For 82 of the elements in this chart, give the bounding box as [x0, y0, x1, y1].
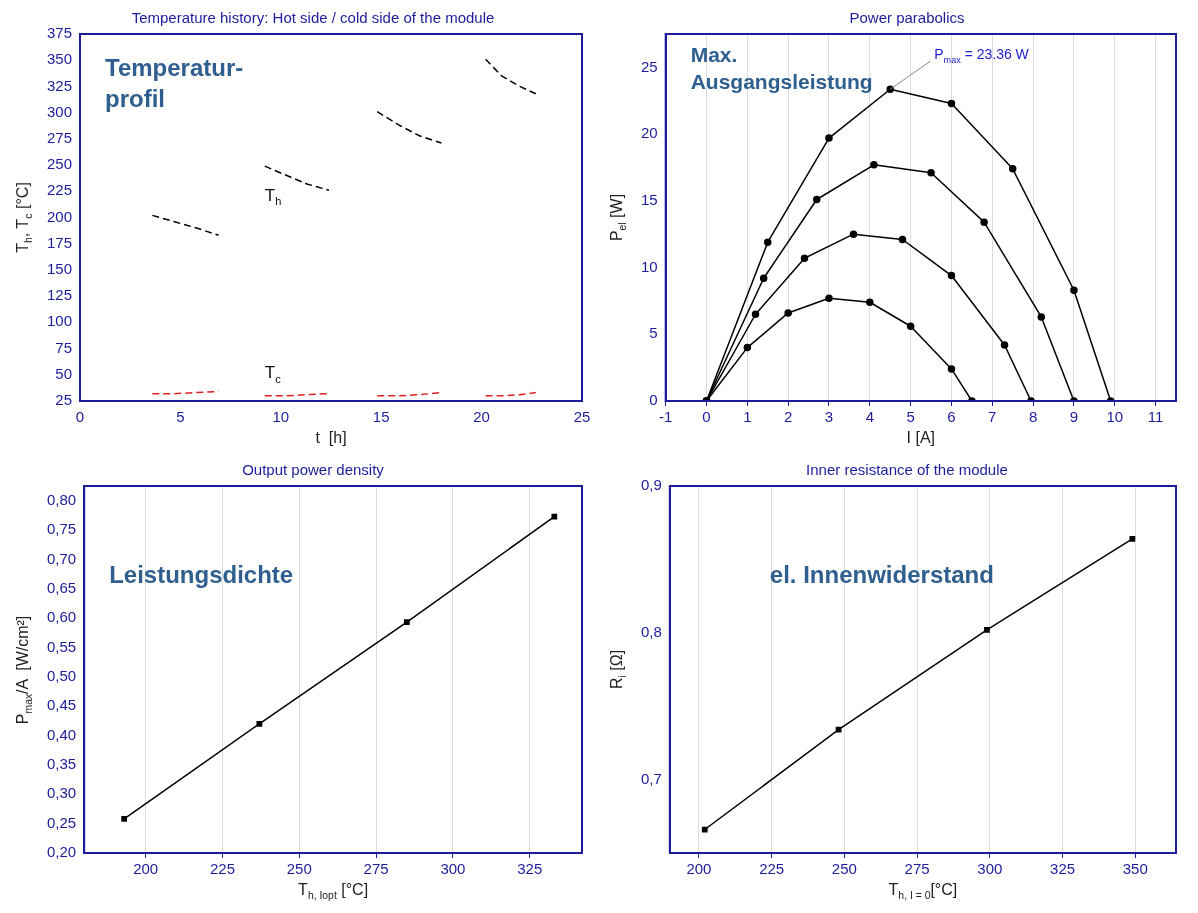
x-tick-label: 0 — [702, 408, 711, 426]
x-tick-label: 200 — [133, 860, 159, 878]
y-tick-label: 0,35 — [46, 755, 77, 773]
chart-title: Output power density — [242, 461, 385, 479]
y-tick-label: 25 — [641, 57, 658, 75]
y-tick-label: 125 — [47, 286, 73, 304]
x-tick-label: 7 — [988, 408, 997, 426]
x-tick-label: 250 — [831, 860, 857, 878]
y-tick-label: 0,8 — [640, 622, 662, 640]
y-tick-label: 0,55 — [46, 637, 77, 655]
annotation: el. Innenwiderstand — [769, 560, 994, 588]
x-tick-label: 10 — [272, 408, 290, 426]
x-tick-label: 5 — [176, 408, 185, 426]
x-tick-label: 8 — [1028, 408, 1038, 426]
annotation: Leistungsdichte — [109, 560, 294, 588]
x-tick-label: 4 — [865, 408, 874, 426]
y-tick-label: 15 — [641, 190, 658, 208]
y-tick-label: 350 — [47, 50, 73, 68]
x-tick-label: 5 — [906, 408, 915, 426]
y-tick-label: 225 — [47, 181, 73, 199]
x-tick-label: 20 — [473, 408, 490, 426]
y-tick-label: 0 — [649, 391, 658, 409]
y-tick-label: 25 — [55, 391, 73, 409]
y-tick-label: 100 — [47, 312, 73, 330]
x-tick-label: 200 — [686, 860, 712, 878]
x-tick-label: 325 — [517, 860, 543, 878]
y-tick-label: 75 — [55, 338, 73, 356]
y-tick-label: 375 — [47, 24, 73, 42]
x-tick-label: 15 — [372, 408, 390, 426]
y-tick-label: 50 — [55, 364, 73, 382]
y-tick-label: 150 — [47, 260, 73, 278]
x-tick-label: 250 — [286, 860, 312, 878]
chart-title: Temperature history: Hot side / cold side of the module — [131, 9, 495, 27]
y-tick-label: 175 — [47, 233, 73, 251]
y-tick-label: 0,7 — [640, 769, 662, 787]
y-tick-label: 0,20 — [46, 843, 77, 861]
x-tick-label: 25 — [573, 408, 591, 426]
x-axis-title: t [h] — [315, 429, 347, 447]
annotation: Max. Ausgangsleistung — [690, 42, 873, 94]
chart-title: Inner resistance of the module — [806, 461, 1008, 479]
y-tick-label: 0,50 — [46, 666, 77, 684]
y-tick-label: 0,70 — [46, 549, 77, 567]
y-tick-label: 20 — [641, 124, 658, 142]
y-axis-title: Pel [W] — [608, 193, 629, 242]
x-tick-label: 275 — [904, 860, 930, 878]
x-tick-label: -1 — [659, 408, 673, 426]
y-tick-label: 0,9 — [640, 476, 662, 494]
y-axis-title: Ri [Ω] — [608, 649, 629, 690]
y-tick-label: 300 — [47, 102, 73, 120]
y-tick-label: 0,65 — [46, 578, 77, 596]
y-tick-label: 200 — [47, 207, 73, 225]
x-tick-label: 300 — [440, 860, 466, 878]
x-tick-label: 11 — [1147, 408, 1164, 426]
x-axis-title: I [A] — [906, 429, 936, 447]
y-tick-label: 0,30 — [46, 784, 77, 802]
x-tick-label: 350 — [1122, 860, 1148, 878]
x-tick-label: 9 — [1069, 408, 1079, 426]
x-tick-label: 275 — [363, 860, 389, 878]
x-tick-label: 2 — [783, 408, 793, 426]
y-tick-label: 0,45 — [46, 696, 77, 714]
y-tick-label: 0,60 — [46, 608, 77, 626]
x-tick-label: 6 — [947, 408, 956, 426]
x-tick-label: 300 — [977, 860, 1003, 878]
x-tick-label: 325 — [1050, 860, 1076, 878]
y-tick-label: 10 — [641, 257, 658, 275]
y-tick-label: 0,75 — [46, 520, 77, 538]
x-tick-label: 1 — [743, 408, 752, 426]
x-tick-label: 225 — [209, 860, 235, 878]
y-tick-label: 0,40 — [46, 725, 77, 743]
x-tick-label: 225 — [759, 860, 785, 878]
y-tick-label: 250 — [47, 155, 73, 173]
y-tick-label: 325 — [47, 76, 73, 94]
y-tick-label: 0,25 — [46, 813, 77, 831]
annotation: Temperatur- profil — [105, 53, 244, 112]
x-tick-label: 10 — [1106, 408, 1124, 426]
y-tick-label: 275 — [47, 129, 73, 146]
chart-title: Power parabolics — [849, 9, 965, 27]
y-tick-label: 5 — [649, 324, 658, 342]
y-axis-title: Pmax/A [W/cm²] — [14, 615, 35, 725]
y-axis-title: Th, Tc [°C] — [14, 182, 35, 253]
y-tick-label: 0,80 — [46, 490, 77, 508]
x-tick-label: 3 — [824, 408, 834, 426]
